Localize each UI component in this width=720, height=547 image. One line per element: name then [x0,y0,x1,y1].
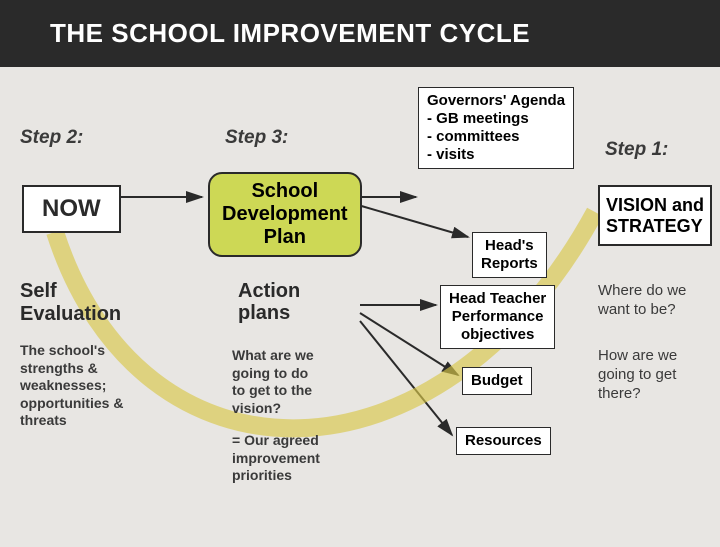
how-text: How are wegoing to getthere? [598,347,677,403]
governors-box: Governors' Agenda- GB meetings- committe… [418,87,574,169]
ht-performance-box: Head TeacherPerformanceobjectives [440,285,555,349]
action-desc-2: = Our agreedimprovementpriorities [232,432,320,485]
action-desc-1: What are wegoing to doto get to thevisio… [232,347,314,417]
self-evaluation-heading: SelfEvaluation [20,280,121,326]
heads-reports-box: Head'sReports [472,232,547,278]
budget-box: Budget [462,367,532,395]
sdp-box: SchoolDevelopmentPlan [208,172,362,257]
self-evaluation-desc: The school'sstrengths &weaknesses;opport… [20,342,123,430]
action-plans-heading: Actionplans [238,280,300,324]
step1-label: Step 1: [605,139,668,161]
resources-box: Resources [456,427,551,455]
step3-label: Step 3: [225,127,288,149]
now-box: NOW [22,185,121,233]
vision-strategy-box: VISION andSTRATEGY [598,185,712,246]
step2-label: Step 2: [20,127,83,149]
diagram-canvas: Step 2: Step 3: Step 1: NOW SelfEvaluati… [0,67,720,547]
where-text: Where do wewant to be? [598,282,686,320]
page-title: THE SCHOOL IMPROVEMENT CYCLE [0,0,720,67]
